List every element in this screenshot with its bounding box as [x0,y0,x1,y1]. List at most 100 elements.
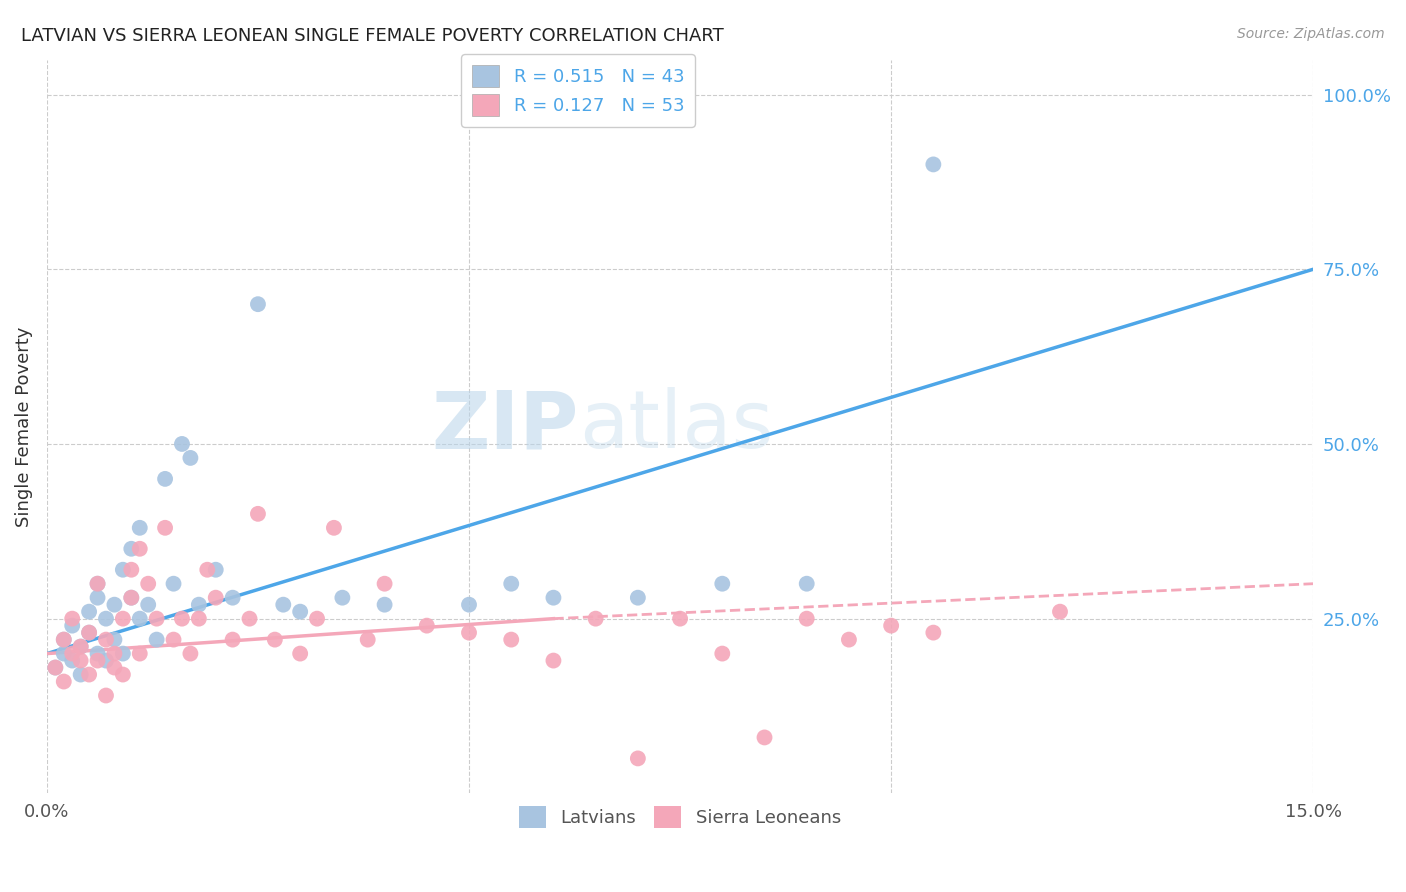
Point [86,576,108,591]
Point [374,598,396,612]
Point [52,632,75,647]
Point [179,647,201,661]
Point [145,632,167,647]
Point [60,654,83,668]
Text: Source: ZipAtlas.com: Source: ZipAtlas.com [1237,27,1385,41]
Point [60,618,83,632]
Point [501,576,523,591]
Point [627,591,650,605]
Point [238,612,260,626]
Point [120,563,142,577]
Point [111,647,134,661]
Point [153,472,176,486]
Text: LATVIAN VS SIERRA LEONEAN SINGLE FEMALE POVERTY CORRELATION CHART: LATVIAN VS SIERRA LEONEAN SINGLE FEMALE … [21,27,724,45]
Point [52,674,75,689]
Point [669,612,692,626]
Point [543,654,565,668]
Point [60,647,83,661]
Point [170,612,193,626]
Point [323,521,346,535]
Point [77,625,100,640]
Point [288,647,311,661]
Point [103,598,125,612]
Point [103,632,125,647]
Point [128,541,150,556]
Point [796,576,818,591]
Point [162,632,184,647]
Point [94,654,117,668]
Point [187,598,209,612]
Point [922,157,945,171]
Point [86,576,108,591]
Point [128,612,150,626]
Y-axis label: Single Female Poverty: Single Female Poverty [15,326,32,526]
Point [288,605,311,619]
Point [711,647,734,661]
Point [796,612,818,626]
Point [246,507,269,521]
Point [263,632,285,647]
Point [69,667,91,681]
Point [204,563,226,577]
Point [69,640,91,654]
Point [94,632,117,647]
Point [111,612,134,626]
Point [711,576,734,591]
Point [128,521,150,535]
Point [44,660,66,674]
Point [52,647,75,661]
Point [458,625,481,640]
Point [1049,605,1071,619]
Point [86,591,108,605]
Point [136,576,159,591]
Point [374,576,396,591]
Point [221,591,243,605]
Legend: Latvians, Sierra Leoneans: Latvians, Sierra Leoneans [512,799,848,836]
Point [627,751,650,765]
Point [153,521,176,535]
Point [880,618,903,632]
Point [77,625,100,640]
Point [136,598,159,612]
Point [179,450,201,465]
Point [44,660,66,674]
Point [145,612,167,626]
Point [922,625,945,640]
Point [271,598,294,612]
Point [86,654,108,668]
Point [501,632,523,647]
Point [60,612,83,626]
Point [69,654,91,668]
Point [195,563,218,577]
Point [332,591,354,605]
Text: ZIP: ZIP [432,387,579,466]
Point [357,632,380,647]
Point [754,731,776,745]
Point [69,640,91,654]
Point [305,612,328,626]
Point [77,605,100,619]
Point [204,591,226,605]
Point [52,632,75,647]
Point [120,541,142,556]
Point [94,612,117,626]
Point [543,591,565,605]
Point [187,612,209,626]
Point [120,591,142,605]
Point [111,563,134,577]
Point [94,689,117,703]
Point [103,647,125,661]
Text: atlas: atlas [579,387,773,466]
Point [162,576,184,591]
Point [120,591,142,605]
Point [458,598,481,612]
Point [111,667,134,681]
Point [838,632,860,647]
Point [128,647,150,661]
Point [221,632,243,647]
Point [246,297,269,311]
Point [86,647,108,661]
Point [416,618,439,632]
Point [77,667,100,681]
Point [585,612,607,626]
